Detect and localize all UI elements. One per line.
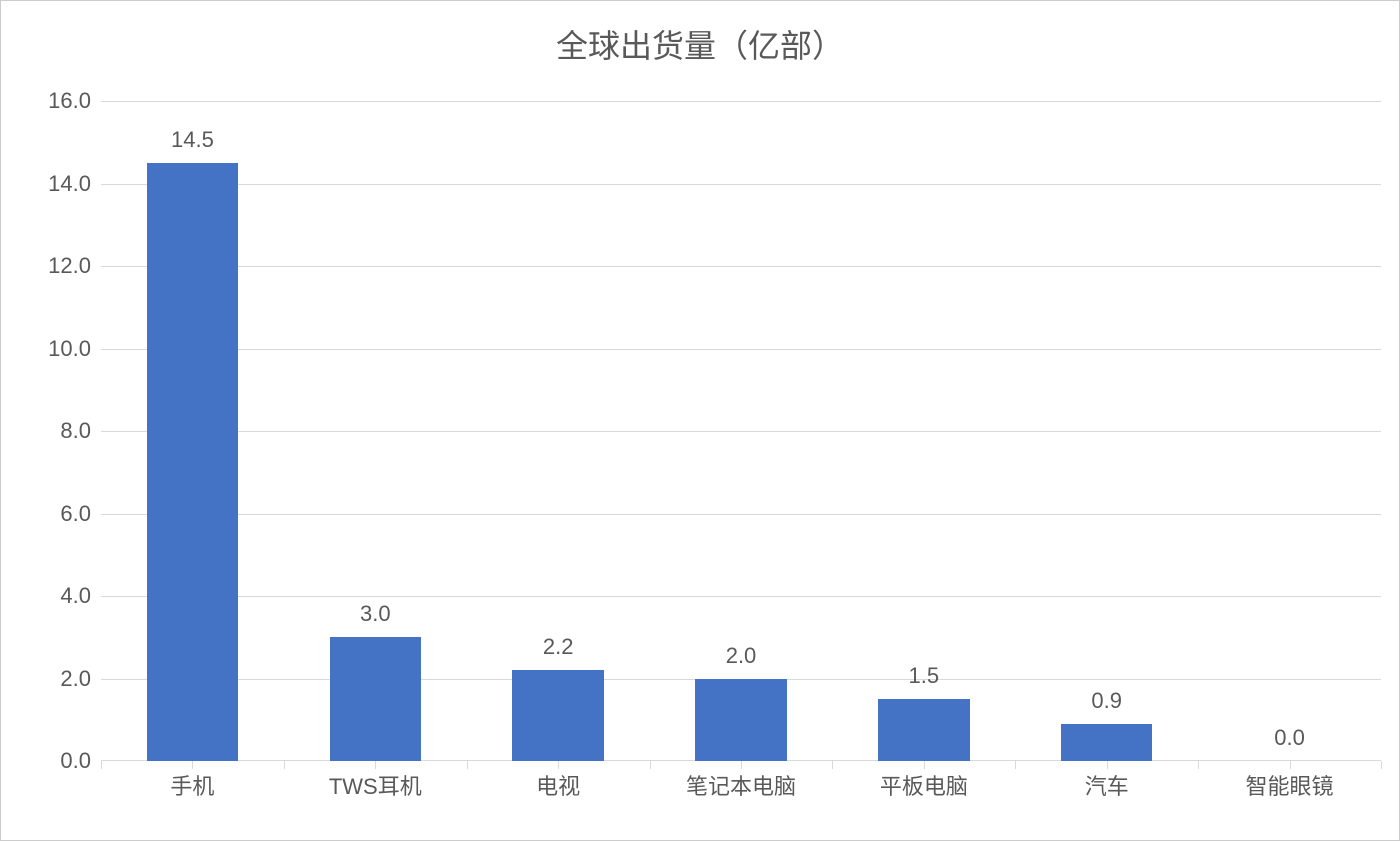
x-tick bbox=[558, 761, 559, 769]
x-tick-label: 智能眼镜 bbox=[1246, 769, 1334, 801]
y-tick-label: 2.0 bbox=[31, 666, 91, 692]
grid-line bbox=[101, 184, 1381, 185]
x-boundary-tick bbox=[101, 761, 102, 769]
chart-container: 全球出货量（亿部） 0.0 2.0 4.0 6.0 8.0 10.0 12.0 14.0 16.… bbox=[0, 0, 1400, 841]
bar-value-label: 1.5 bbox=[909, 663, 940, 689]
x-tick-label: 汽车 bbox=[1085, 769, 1129, 801]
x-tick-label: 平板电脑 bbox=[880, 769, 968, 801]
x-boundary-tick bbox=[1381, 761, 1382, 769]
x-tick-label: 电视 bbox=[536, 769, 580, 801]
x-tick bbox=[1290, 761, 1291, 769]
x-boundary-tick bbox=[1198, 761, 1199, 769]
bar bbox=[147, 163, 238, 761]
x-boundary-tick bbox=[832, 761, 833, 769]
x-tick-label: 手机 bbox=[170, 769, 214, 801]
x-tick bbox=[375, 761, 376, 769]
x-boundary-tick bbox=[1015, 761, 1016, 769]
bar-value-label: 0.0 bbox=[1274, 725, 1305, 751]
bar-value-label: 0.9 bbox=[1091, 688, 1122, 714]
y-tick-label: 0.0 bbox=[31, 748, 91, 774]
x-tick-label: TWS耳机 bbox=[329, 769, 422, 801]
y-tick-label: 14.0 bbox=[31, 171, 91, 197]
grid-line bbox=[101, 431, 1381, 432]
x-tick-label: 笔记本电脑 bbox=[686, 769, 796, 801]
y-tick-label: 12.0 bbox=[31, 253, 91, 279]
x-boundary-tick bbox=[650, 761, 651, 769]
bar-value-label: 2.2 bbox=[543, 634, 574, 660]
bar-value-label: 2.0 bbox=[726, 643, 757, 669]
bar bbox=[330, 637, 421, 761]
bar bbox=[1061, 724, 1152, 761]
grid-line bbox=[101, 266, 1381, 267]
y-tick-label: 10.0 bbox=[31, 336, 91, 362]
x-tick bbox=[924, 761, 925, 769]
bar bbox=[878, 699, 969, 761]
x-tick bbox=[1107, 761, 1108, 769]
x-boundary-tick bbox=[284, 761, 285, 769]
y-tick-label: 16.0 bbox=[31, 88, 91, 114]
x-tick bbox=[741, 761, 742, 769]
y-tick-label: 4.0 bbox=[31, 583, 91, 609]
y-tick-label: 6.0 bbox=[31, 501, 91, 527]
grid-line bbox=[101, 596, 1381, 597]
bar bbox=[512, 670, 603, 761]
bar bbox=[695, 679, 786, 762]
y-tick-label: 8.0 bbox=[31, 418, 91, 444]
grid-line bbox=[101, 514, 1381, 515]
bar-value-label: 3.0 bbox=[360, 601, 391, 627]
bar-value-label: 14.5 bbox=[171, 127, 214, 153]
x-tick bbox=[192, 761, 193, 769]
chart-title: 全球出货量（亿部） bbox=[1, 1, 1399, 67]
plot-area: 0.02.04.06.08.010.012.014.016.014.5手机3.0… bbox=[101, 101, 1381, 761]
grid-line bbox=[101, 101, 1381, 102]
x-boundary-tick bbox=[467, 761, 468, 769]
grid-line bbox=[101, 349, 1381, 350]
